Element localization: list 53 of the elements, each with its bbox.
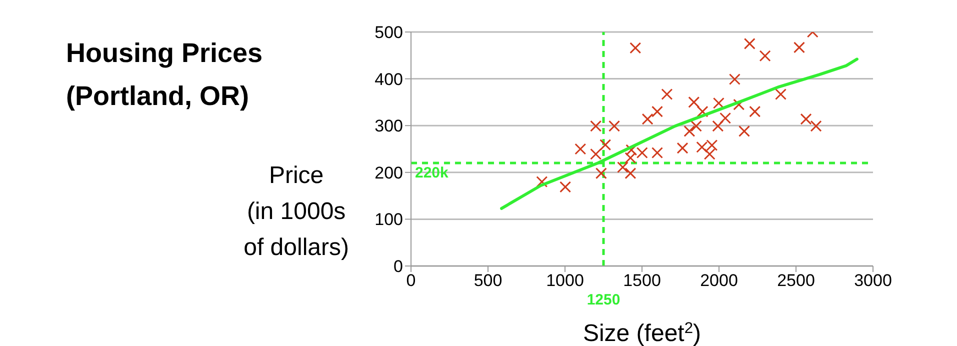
y-tick-label: 300	[374, 116, 403, 136]
point	[690, 120, 702, 132]
y-tick-label: 400	[374, 70, 403, 89]
ref-line-label: 220k	[415, 164, 450, 182]
x-axis-title: Size (feet$^{2}$)	[582, 320, 702, 346]
point	[728, 74, 740, 86]
point	[744, 38, 756, 50]
point	[676, 142, 688, 154]
point	[688, 96, 700, 108]
point	[793, 42, 805, 54]
y-tick-label: 0	[394, 257, 403, 276]
x-tick-label: 500	[474, 271, 502, 290]
point	[810, 120, 822, 132]
point	[608, 120, 620, 132]
point	[661, 88, 673, 100]
x-tick-label: 2500	[777, 271, 815, 290]
point	[704, 148, 716, 160]
point	[651, 146, 663, 158]
point	[642, 113, 654, 125]
point	[617, 162, 628, 173]
point	[590, 148, 602, 160]
point	[536, 176, 548, 188]
x-tick-label: 2000	[700, 271, 738, 290]
point	[624, 152, 636, 164]
point	[624, 168, 636, 180]
x-tick-label: 1500	[623, 271, 661, 290]
point	[738, 125, 750, 137]
point	[574, 143, 586, 155]
point	[630, 42, 642, 54]
text: Housing Prices (Portland, OR)	[66, 37, 263, 113]
y-axis-title: Price (in 1000s of dollars)	[244, 161, 349, 263]
point	[775, 88, 787, 100]
ref-line-label: 1250	[586, 292, 620, 309]
point	[651, 106, 663, 118]
y-tick-label: 100	[374, 210, 403, 230]
point	[712, 97, 724, 109]
point	[712, 120, 724, 132]
point	[595, 168, 607, 180]
x-tick-label: 1000	[546, 271, 584, 290]
point	[600, 139, 612, 151]
y-tick-label: 200	[374, 163, 403, 182]
point	[590, 120, 602, 132]
point	[733, 98, 745, 110]
point	[696, 106, 708, 118]
point	[684, 125, 696, 137]
x-tick-label: 0	[406, 271, 416, 290]
y-tick-label: 500	[374, 23, 403, 42]
point	[759, 50, 771, 62]
x-tick-label: 3000	[854, 271, 892, 290]
point	[749, 106, 761, 118]
point	[800, 113, 812, 125]
point	[720, 112, 732, 124]
point	[560, 181, 572, 193]
